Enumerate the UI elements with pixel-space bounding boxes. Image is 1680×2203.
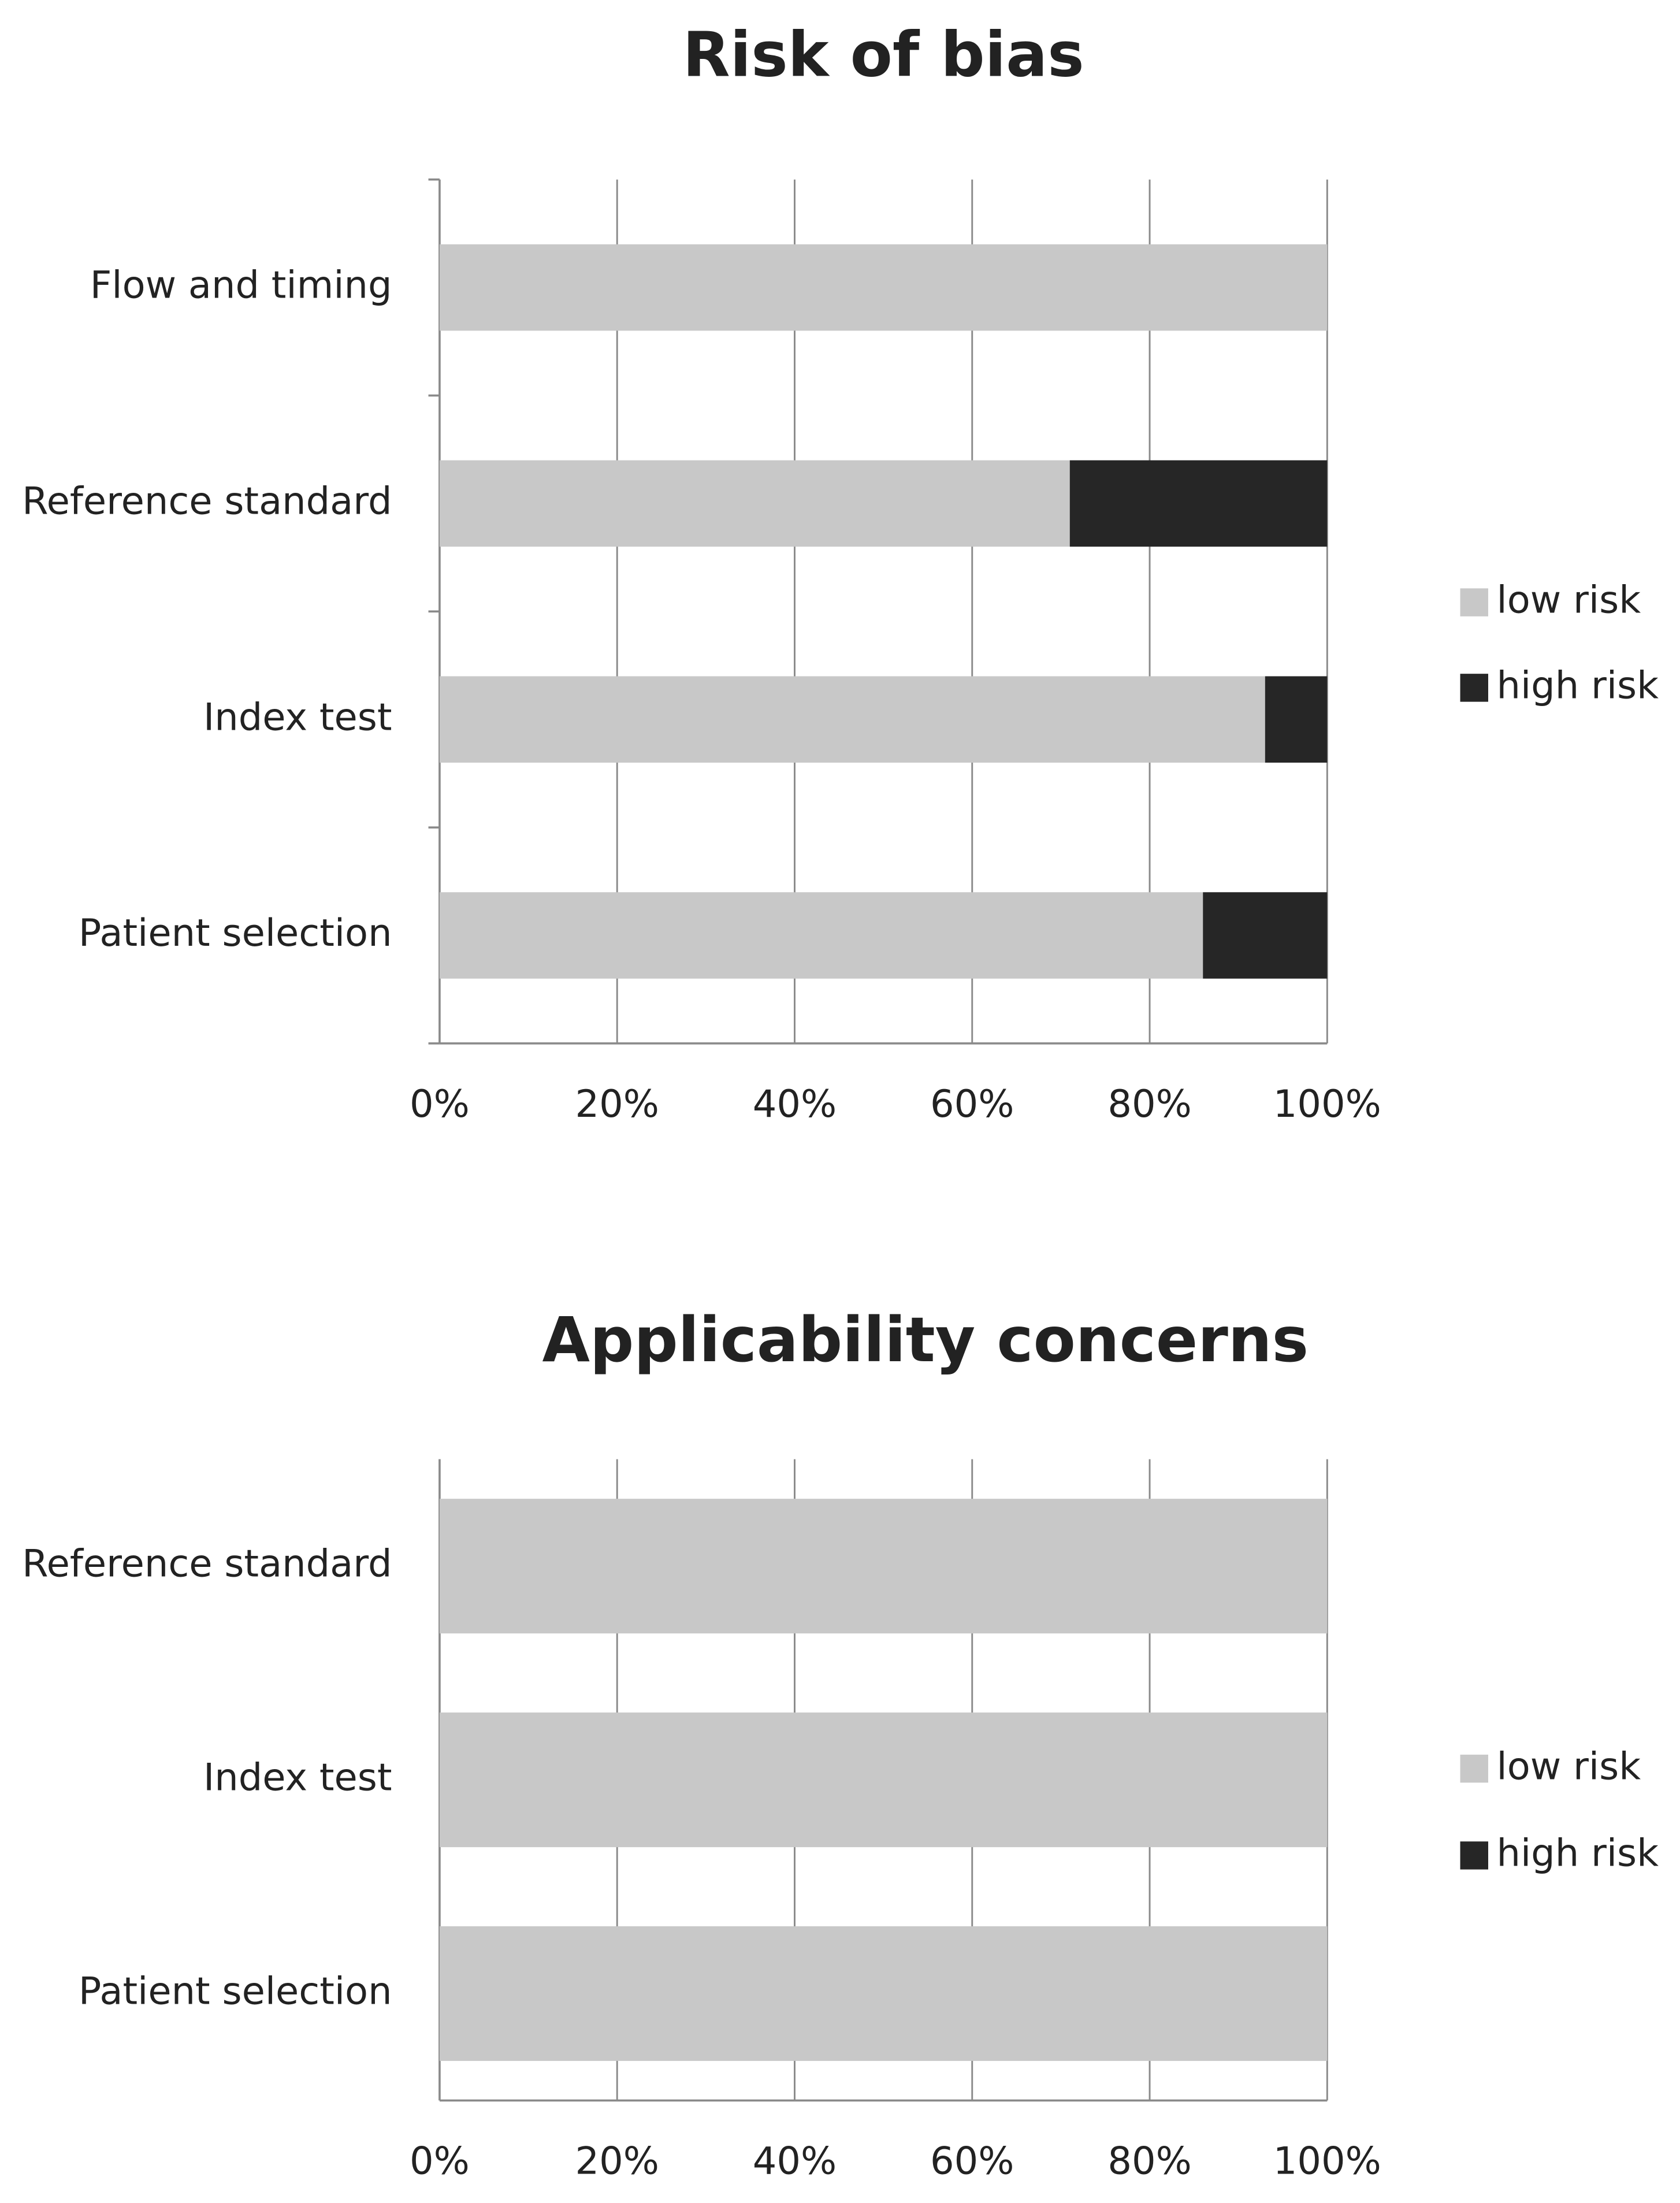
y-tick-label: Flow and timing bbox=[90, 263, 392, 307]
legend-label: low risk bbox=[1497, 578, 1641, 622]
legend-swatch bbox=[1460, 1841, 1489, 1870]
x-tick-label: 0% bbox=[410, 1082, 470, 1126]
x-tick-label: 100% bbox=[1273, 1082, 1381, 1126]
legend-label: low risk bbox=[1497, 1744, 1641, 1788]
x-tick-label: 80% bbox=[1107, 2139, 1191, 2183]
y-tick-label: Reference standard bbox=[22, 1542, 392, 1586]
y-tick-label: Patient selection bbox=[79, 1970, 392, 2013]
x-tick-label: 0% bbox=[410, 2139, 470, 2183]
y-tick-label: Reference standard bbox=[22, 479, 392, 523]
x-tick-label: 100% bbox=[1273, 2139, 1381, 2183]
bar-segment bbox=[439, 1926, 1328, 2061]
bar-segment bbox=[439, 460, 1070, 547]
bar-segment bbox=[439, 676, 1265, 763]
legend-swatch bbox=[1460, 588, 1489, 616]
x-tick-label: 20% bbox=[575, 1082, 659, 1126]
chart-title: Applicability concerns bbox=[542, 1305, 1309, 1376]
y-tick-label: Index test bbox=[203, 695, 392, 739]
bar-segment bbox=[1265, 676, 1328, 763]
y-tick-label: Index test bbox=[203, 1756, 392, 1800]
bar-segment bbox=[439, 1712, 1328, 1848]
x-tick-label: 40% bbox=[753, 1082, 837, 1126]
x-tick-label: 60% bbox=[930, 2139, 1014, 2183]
legend-swatch bbox=[1460, 1754, 1489, 1783]
x-tick-label: 60% bbox=[930, 1082, 1014, 1126]
x-tick-label: 20% bbox=[575, 2139, 659, 2183]
bar-segment bbox=[439, 892, 1203, 979]
legend-swatch bbox=[1460, 674, 1489, 702]
y-tick-label: Patient selection bbox=[79, 911, 392, 955]
legend-label: high risk bbox=[1497, 663, 1659, 707]
legend-label: high risk bbox=[1497, 1832, 1659, 1875]
bar-segment bbox=[1203, 892, 1328, 979]
x-tick-label: 80% bbox=[1107, 1082, 1191, 1126]
bar-segment bbox=[439, 244, 1328, 331]
chart-title: Risk of bias bbox=[683, 20, 1084, 91]
bar-segment bbox=[1069, 460, 1328, 547]
x-tick-label: 40% bbox=[753, 2139, 837, 2183]
bar-segment bbox=[439, 1499, 1328, 1634]
